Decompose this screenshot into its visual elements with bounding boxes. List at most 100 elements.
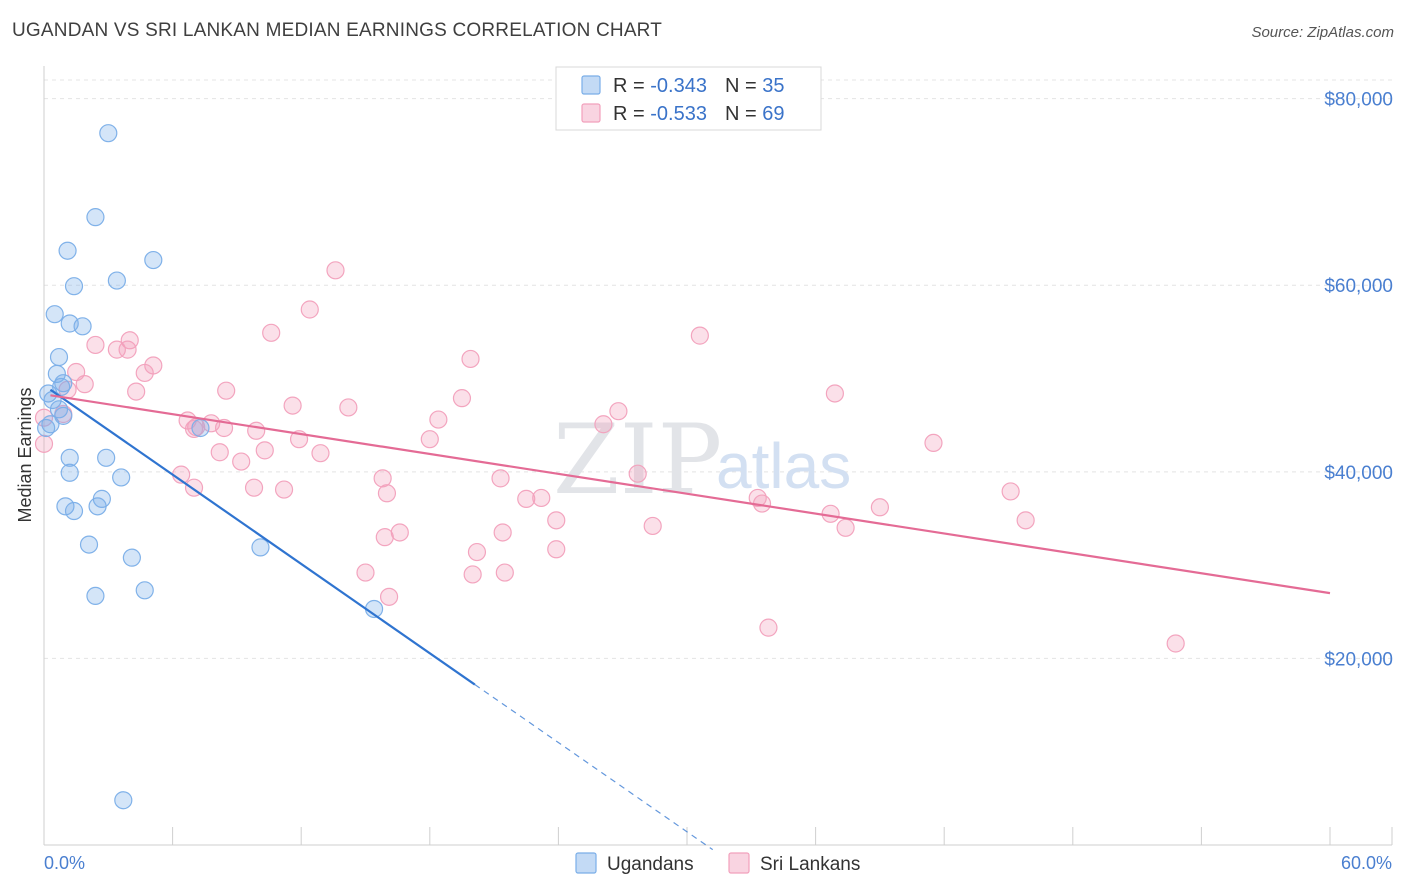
sri-lankan-point [420, 430, 439, 449]
sri-lankan-point [326, 261, 345, 280]
ugandan-point [144, 250, 163, 270]
sri-lankan-point [495, 563, 514, 582]
series-legend-label-ugandans: Ugandans [607, 854, 694, 875]
y-tick-label: $40,000 [1324, 463, 1393, 484]
legend-r-label: R = [613, 103, 650, 125]
sri-lankan-point [452, 389, 472, 408]
sri-lankan-point [75, 375, 94, 394]
sri-lankan-point [461, 349, 480, 369]
sri-lankan-point [127, 382, 146, 401]
sri-lankan-trend-line [50, 394, 1331, 595]
y-tick-label: $60,000 [1324, 276, 1393, 297]
sri-lankan-point [247, 421, 266, 440]
sri-lankan-point [609, 402, 628, 421]
y-tick-label: $80,000 [1324, 90, 1393, 111]
sri-lankan-point [759, 618, 778, 637]
legend-r-value: -0.343 [650, 75, 707, 97]
sri-lankan-point [86, 335, 105, 355]
legend-n-value: 69 [762, 103, 784, 125]
sri-lankan-point [690, 326, 709, 345]
legend-n-label: N = [725, 75, 762, 97]
sri-lankan-point [300, 300, 319, 319]
sri-lankan-point [429, 410, 448, 429]
sri-lankan-point [594, 415, 613, 434]
ugandan-point [60, 448, 79, 467]
watermark-atlas: atlas [716, 430, 851, 502]
ugandan-point [99, 124, 118, 143]
sri-lankan-point [628, 464, 647, 483]
legend-row-ugandans: R = -0.343 N = 35 [613, 75, 784, 97]
sri-lankan-point [1001, 482, 1020, 501]
sri-lankan-point [274, 480, 294, 499]
ugandan-point [64, 277, 84, 296]
chart-title: UGANDAN VS SRI LANKAN MEDIAN EARNINGS CO… [12, 20, 663, 41]
legend-r-label: R = [613, 75, 650, 97]
stats-legend: R = -0.343 N = 35 R = -0.533 N = 69 [555, 66, 822, 131]
sri-lankan-point [373, 469, 392, 488]
x-tick-labels: 0.0% 60.0% [44, 853, 1392, 873]
series-legend-label-sri-lankans: Sri Lankans [760, 854, 860, 875]
x-tick-label: 60.0% [1341, 853, 1392, 873]
ugandan-point [191, 418, 210, 438]
sri-lankan-point [356, 563, 375, 582]
legend-swatch-sri-lankans [581, 103, 601, 123]
ugandan-trend-line [49, 388, 476, 686]
ugandan-point [64, 501, 84, 521]
axes [43, 66, 1393, 846]
sri-lankan-point [118, 340, 137, 359]
ugandan-point [56, 497, 75, 516]
legend-n-value: 35 [762, 75, 784, 97]
legend-swatch-ugandans [581, 75, 601, 95]
sri-lankan-point [643, 516, 662, 536]
ugandan-trend-extension [474, 684, 714, 851]
sri-lankan-point [244, 478, 264, 497]
sri-lankan-point [184, 419, 204, 439]
ugandan-point [86, 586, 105, 606]
y-tick-labels: $20,000 $40,000 $60,000 $80,000 [1324, 90, 1393, 671]
data-points [34, 124, 1185, 810]
ugandan-point [135, 581, 154, 600]
series-legend-swatch-ugandans [575, 852, 597, 874]
series-legend: Ugandans Sri Lankans [575, 852, 860, 875]
sri-lankan-point [517, 489, 536, 508]
ugandan-point [45, 305, 64, 324]
sri-lankan-point [379, 587, 399, 606]
series-legend-swatch-sri-lankans [728, 852, 750, 874]
sri-lankan-point [339, 398, 358, 417]
sri-lankan-point [924, 433, 943, 453]
ugandan-point [114, 791, 133, 810]
sri-lankan-point [283, 396, 302, 415]
sri-lankan-point [547, 540, 566, 559]
ugandan-point [37, 418, 56, 438]
ugandan-point [60, 463, 79, 482]
sri-lankan-point [467, 542, 487, 562]
ugandan-point [73, 317, 92, 336]
watermark-zip: ZIP [553, 404, 722, 516]
ugandan-point [49, 347, 69, 367]
source-label: Source: ZipAtlas.com [1251, 24, 1394, 41]
ugandan-point [54, 406, 73, 425]
sri-lankan-point [262, 323, 281, 342]
sri-lankan-point [825, 384, 844, 403]
sri-lankan-point [836, 518, 855, 537]
sri-lankan-point [532, 488, 551, 508]
ugandan-point [58, 241, 77, 260]
sri-lankan-point [870, 498, 890, 517]
ugandan-point [112, 468, 131, 487]
sri-lankan-point [311, 444, 330, 463]
sri-lankan-point [821, 504, 840, 523]
legend-n-label: N = [725, 103, 762, 125]
sri-lankan-point [107, 340, 126, 359]
sri-lankan-point [390, 523, 409, 542]
sri-lankan-point [1166, 634, 1185, 653]
sri-lankan-point [377, 484, 397, 503]
sri-lankan-point [255, 441, 274, 460]
legend-row-sri-lankans: R = -0.533 N = 69 [613, 103, 784, 125]
sri-lankan-point [217, 381, 236, 400]
sri-lankan-point [34, 434, 54, 453]
sri-lankan-point [375, 528, 394, 547]
ugandan-point [86, 208, 105, 227]
ugandan-point [88, 497, 107, 516]
ugandan-point [251, 538, 270, 557]
